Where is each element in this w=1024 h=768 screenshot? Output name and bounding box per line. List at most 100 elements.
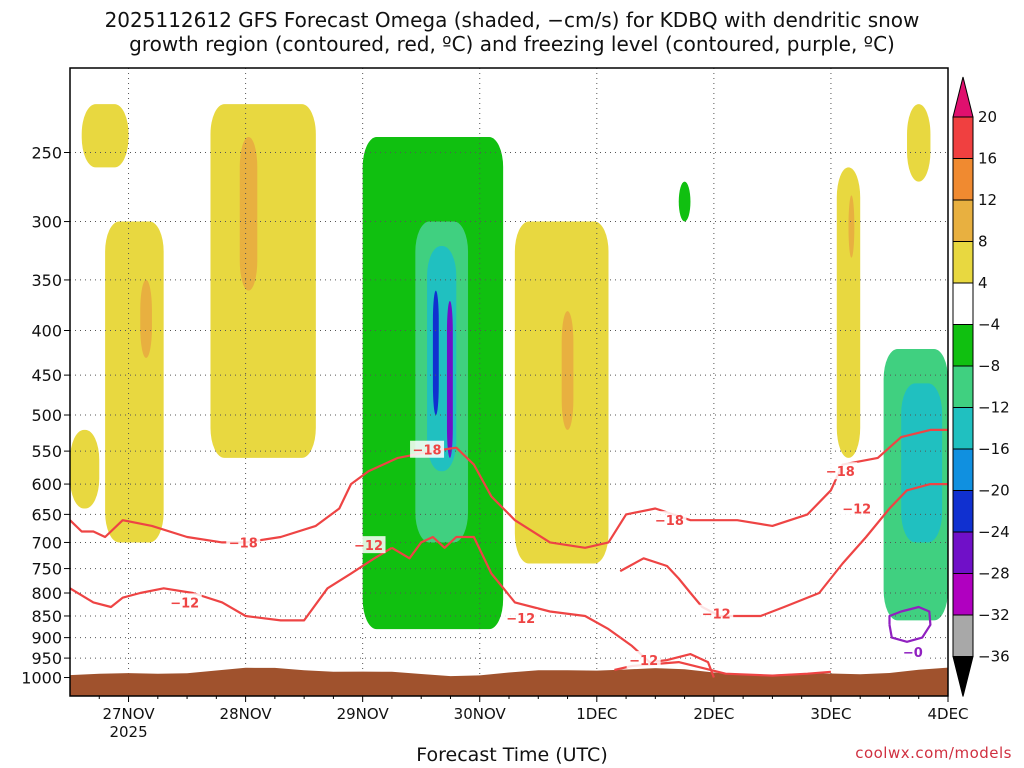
- ytick-label-1000: 1000: [21, 669, 62, 688]
- colorbar-label-8: −16: [978, 440, 1010, 458]
- omega-region-sink-1dec: [678, 181, 691, 222]
- ytick-label-700: 700: [31, 533, 62, 552]
- contour-layer: [70, 428, 948, 678]
- colorbar-swatch-9: [952, 448, 974, 491]
- ytick-label-900: 900: [31, 629, 62, 648]
- ytick-label-400: 400: [31, 322, 62, 341]
- ytick-label-550: 550: [31, 442, 62, 461]
- label-minus18-b-bg: [410, 440, 445, 458]
- colorbar-bottom-arrow: [952, 656, 974, 697]
- colorbar: 20 16 12 8 4 −4 −8 −12 −16 −20 −24 −28 −32 −36: [952, 76, 1010, 697]
- omega-region-lift-28nov-core: [239, 137, 258, 291]
- omega-region-lift-28nov: [210, 104, 316, 458]
- label-minus12-f: −12: [702, 608, 731, 623]
- colorbar-label-9: −20: [978, 482, 1010, 500]
- colorbar-label-3: 8: [978, 233, 988, 251]
- colorbar-swatch-6: [952, 324, 974, 367]
- omega-region-sink-29nov-d: [432, 290, 439, 416]
- omega-region-lift-3dec-core: [848, 195, 855, 258]
- label-minus12-b-bg: [351, 536, 386, 554]
- label-minus18-a: −18: [229, 536, 258, 551]
- ytick-label-650: 650: [31, 505, 62, 524]
- omega-region-sink-29nov-e: [446, 300, 453, 458]
- omega-shading-layer: [70, 104, 948, 630]
- colorbar-swatch-5: [952, 282, 974, 325]
- ytick-label-950: 950: [31, 649, 62, 668]
- colorbar-label-5: −4: [978, 316, 1000, 334]
- colorbar-top-arrow: [952, 76, 974, 118]
- colorbar-swatch-13: [952, 614, 974, 657]
- contour-labels-layer: −18 −18 −18 −18 −12 −12 −12 −12 −12 −12 −0: [167, 440, 930, 669]
- label-minus12-a-bg: [167, 593, 202, 611]
- freezing-level-contour: [888, 605, 932, 643]
- omega-region-lift-4dec-top: [907, 104, 931, 182]
- ytick-label-250: 250: [31, 144, 62, 163]
- label-minus12-b: −12: [354, 539, 383, 554]
- label-freezing-bg: [895, 643, 930, 661]
- dgz-contour-minus12-d: [619, 483, 948, 618]
- label-minus12-c: −12: [506, 612, 535, 627]
- omega-region-lift-27nov: [70, 429, 100, 509]
- omega-region-lift-27nov-core: [140, 279, 152, 358]
- site-credit: coolwx.com/models: [855, 744, 1012, 762]
- x-axis-label: Forecast Time (UTC): [416, 744, 608, 766]
- colorbar-swatch-3: [952, 199, 974, 242]
- dgz-contour-minus12-b: [391, 535, 715, 678]
- colorbar-label-7: −12: [978, 399, 1010, 417]
- label-minus12-c-bg: [503, 609, 538, 627]
- colorbar-label-6: −8: [978, 357, 1000, 375]
- chart-title-line2: growth region (contoured, red, ºC) and f…: [129, 32, 895, 56]
- colorbar-swatch-12: [952, 573, 974, 616]
- ytick-label-750: 750: [31, 560, 62, 579]
- colorbar-label-11: −28: [978, 565, 1010, 583]
- label-freezing: −0: [903, 646, 923, 661]
- colorbar-swatch-11: [952, 531, 974, 574]
- colorbar-swatch-4: [952, 241, 974, 284]
- colorbar-swatch-8: [952, 407, 974, 450]
- label-minus18-b: −18: [413, 444, 442, 459]
- ytick-label-500: 500: [31, 406, 62, 425]
- label-minus12-f-bg: [699, 604, 734, 622]
- xtick-label-29NOV: 29NOV: [337, 705, 390, 723]
- colorbar-swatch-1: [952, 116, 974, 159]
- omega-region-lift-27nov-b: [81, 104, 129, 168]
- colorbar-label-13: −36: [978, 648, 1010, 666]
- ytick-label-600: 600: [31, 475, 62, 494]
- label-minus12-d: −12: [629, 654, 658, 669]
- label-minus18-c: −18: [655, 514, 684, 529]
- label-minus12-e: −12: [842, 503, 871, 518]
- label-minus18-a-bg: [226, 533, 261, 551]
- xtick-label-4DEC: 4DEC: [927, 705, 968, 723]
- colorbar-swatch-7: [952, 365, 974, 408]
- label-minus18-d-bg: [823, 462, 858, 480]
- omega-region-lift-30nov-core: [561, 311, 574, 430]
- label-minus12-e-bg: [839, 499, 874, 517]
- label-minus18-c-bg: [652, 511, 687, 529]
- colorbar-label-1: 16: [978, 150, 997, 168]
- xtick-label-28NOV: 28NOV: [220, 705, 273, 723]
- ytick-label-800: 800: [31, 584, 62, 603]
- omega-region-lift-3dec: [836, 167, 861, 458]
- xtick-label-30NOV: 30NOV: [454, 705, 507, 723]
- omega-region-sink-4dec-b: [901, 383, 943, 543]
- ytick-label-450: 450: [31, 366, 62, 385]
- xtick-sublabel-27NOV: 2025: [109, 723, 147, 741]
- chart-title-line1: 2025112612 GFS Forecast Omega (shaded, −…: [104, 8, 920, 32]
- y-axis: 250 300 350 400 450 500 550 600 650 700 750 800 850 9…: [21, 144, 70, 688]
- label-minus12-a: −12: [170, 596, 199, 611]
- xtick-label-2DEC: 2DEC: [693, 705, 734, 723]
- label-minus18-d: −18: [826, 465, 855, 480]
- ytick-label-850: 850: [31, 607, 62, 626]
- colorbar-label-0: 20: [978, 108, 997, 126]
- omega-region-lift-27nov-c: [105, 221, 164, 543]
- label-minus12-d-bg: [626, 651, 661, 669]
- colorbar-label-12: −32: [978, 606, 1010, 624]
- colorbar-swatch-2: [952, 158, 974, 201]
- colorbar-label-2: 12: [978, 191, 997, 209]
- ytick-label-350: 350: [31, 271, 62, 290]
- dgz-contour-minus12-a: [70, 546, 393, 622]
- ytick-label-300: 300: [31, 213, 62, 232]
- colorbar-label-10: −24: [978, 523, 1010, 541]
